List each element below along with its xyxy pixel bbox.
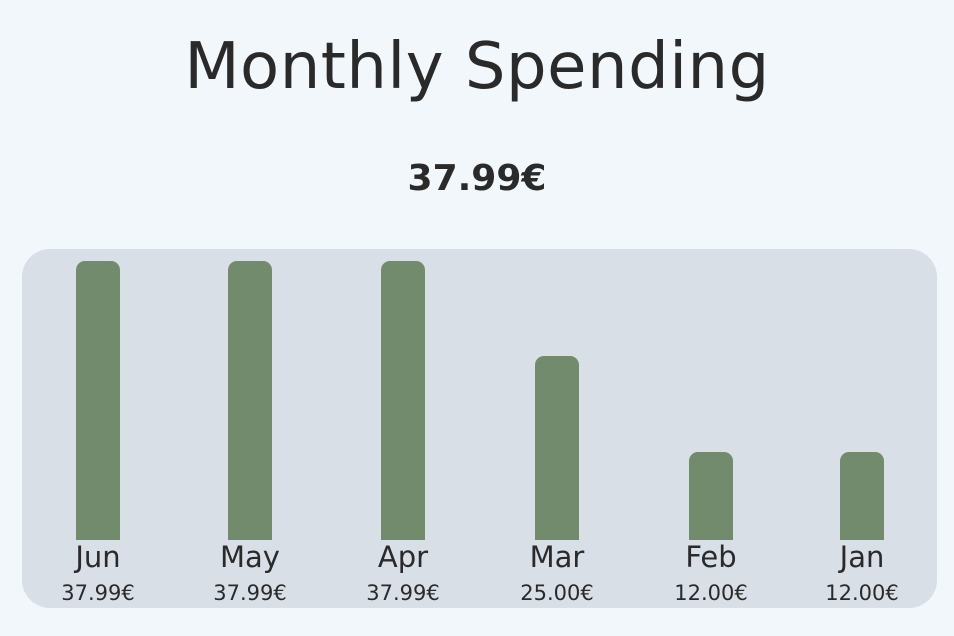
bar-may	[228, 261, 272, 540]
bar-value-label: 37.99€	[366, 581, 440, 605]
bar-value-label: 25.00€	[520, 581, 594, 605]
bar-jun	[76, 261, 120, 540]
month-label: May	[220, 540, 280, 574]
month-label: Mar	[529, 540, 585, 574]
chart-panel: Jun 37.99€ May 37.99€ Apr 37.99€ Mar 25.00€ Feb 1…	[22, 249, 937, 608]
total-amount: 37.99€	[407, 158, 547, 199]
bar-jan	[840, 452, 884, 540]
chart-title: Monthly Spending	[184, 30, 770, 104]
month-label: Apr	[377, 540, 429, 574]
bar-mar	[535, 356, 579, 540]
bar-value-label: 12.00€	[674, 581, 748, 605]
bar-feb	[689, 452, 733, 540]
bar-apr	[381, 261, 425, 540]
month-label: Jun	[75, 540, 121, 574]
month-label: Feb	[685, 540, 737, 574]
bar-value-label: 37.99€	[61, 581, 135, 605]
month-label: Jan	[839, 540, 885, 574]
bar-value-label: 12.00€	[825, 581, 899, 605]
bar-value-label: 37.99€	[213, 581, 287, 605]
